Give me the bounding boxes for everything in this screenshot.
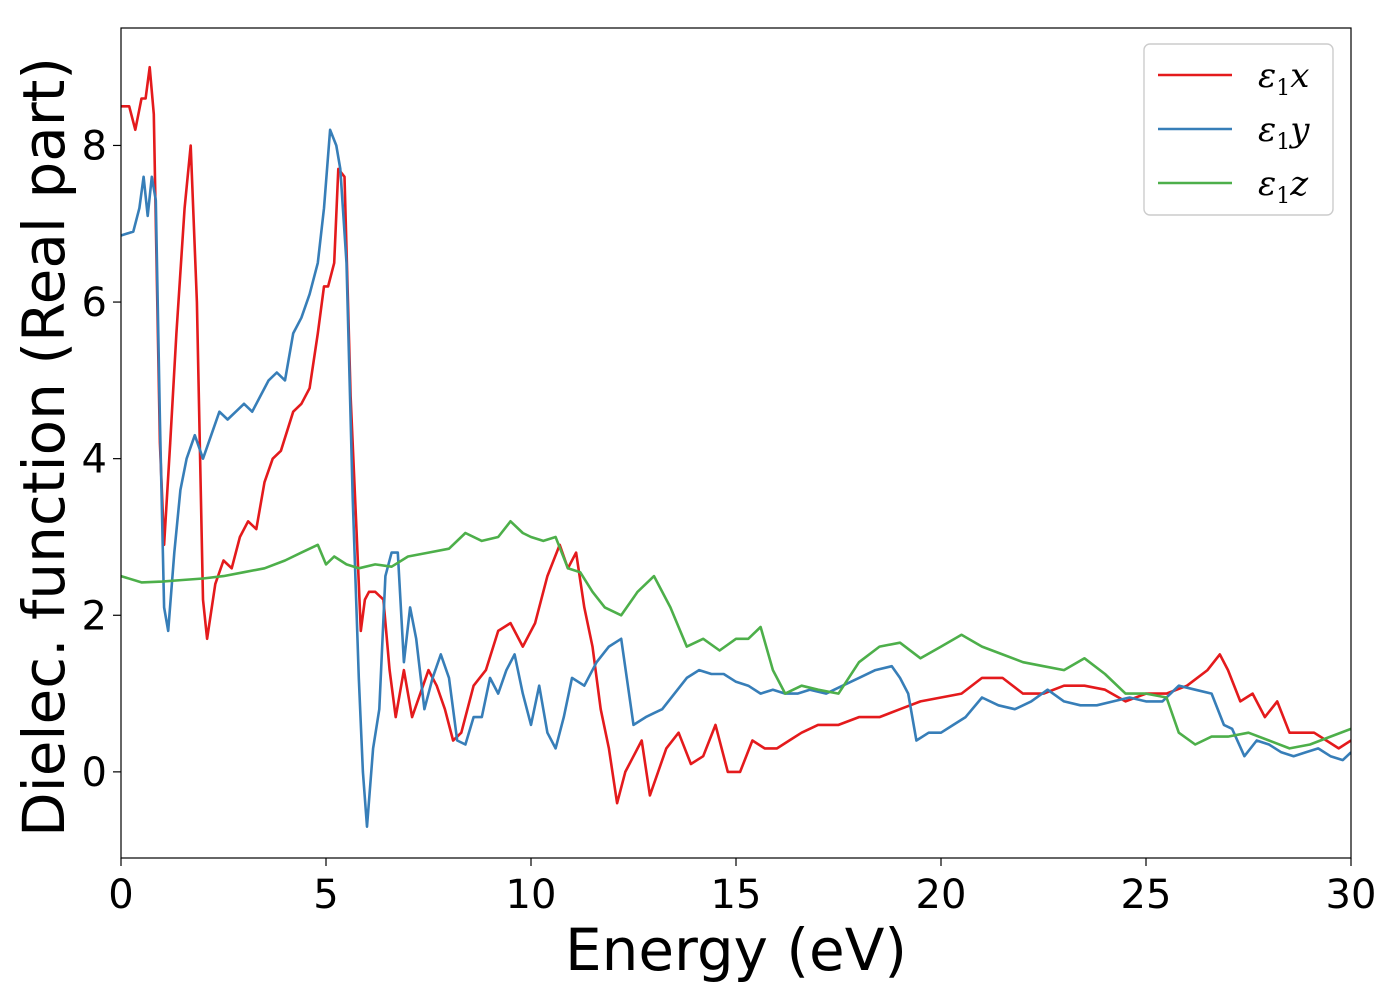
- series-line-z: [121, 520, 1351, 750]
- x-tick-label: 10: [506, 872, 557, 918]
- x-axis-label: Energy (eV): [565, 916, 907, 984]
- x-tick-label: 30: [1326, 872, 1377, 918]
- legend-label-z: ε1z: [1258, 164, 1309, 209]
- series-line-x: [121, 65, 1351, 805]
- legend-box: [1143, 43, 1334, 216]
- y-axis-label: Dielec. function (Real part): [10, 57, 78, 837]
- plot-area: [120, 27, 1352, 859]
- legend-label-y: ε1y: [1258, 110, 1310, 155]
- legend: ε1x ε1y ε1z: [1143, 43, 1334, 216]
- y-axis: 0 2 4 6 8: [82, 123, 121, 796]
- x-tick-label: 0: [108, 872, 133, 918]
- y-tick-label: 2: [82, 593, 107, 639]
- legend-label-x: ε1x: [1258, 56, 1309, 101]
- y-tick-label: 4: [82, 437, 107, 483]
- x-tick-label: 15: [711, 872, 762, 918]
- x-tick-label: 25: [1121, 872, 1172, 918]
- series-layer: [121, 65, 1351, 828]
- x-tick-label: 5: [313, 872, 338, 918]
- series-line-y: [121, 128, 1351, 828]
- y-tick-label: 0: [82, 750, 107, 796]
- y-tick-label: 8: [82, 123, 107, 169]
- x-axis: 0 5 10 15 20 25 30: [108, 858, 1376, 918]
- x-tick-label: 20: [916, 872, 967, 918]
- y-tick-label: 6: [82, 280, 107, 326]
